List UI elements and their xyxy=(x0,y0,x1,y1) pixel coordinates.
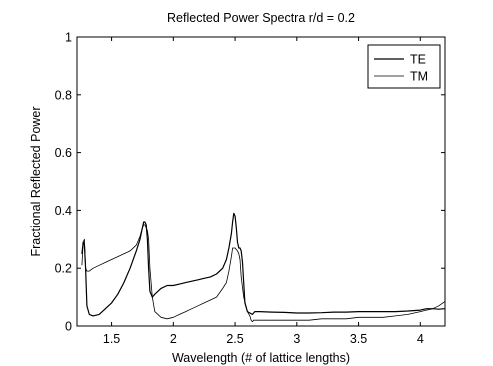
y-tick-label: 0.2 xyxy=(55,262,72,276)
legend-label-te: TE xyxy=(410,53,426,67)
series-line-te xyxy=(81,212,446,317)
legend-label-tm: TM xyxy=(410,70,428,84)
x-axis-label: Wavelength (# of lattice lengths) xyxy=(172,351,350,365)
legend-box xyxy=(367,44,441,89)
x-axis-ticks: 1.5 2 2.5 3 3.5 4 xyxy=(103,37,424,346)
y-tick-label: 0.4 xyxy=(55,204,72,218)
legend-entries: TE TM xyxy=(374,53,428,84)
y-axis-ticks: 0 0.2 0.4 0.6 0.8 1 xyxy=(55,31,445,334)
series-line-tm xyxy=(81,224,446,323)
legend: TE TM xyxy=(367,44,441,89)
data-series xyxy=(81,212,446,323)
y-tick-label: 0.8 xyxy=(55,88,72,102)
y-tick-label: 0.6 xyxy=(55,146,72,160)
y-tick-label: 1 xyxy=(65,31,72,45)
x-tick-label: 4 xyxy=(417,332,424,346)
y-tick-label: 0 xyxy=(65,320,72,334)
y-axis-label: Fractional Reflected Power xyxy=(29,106,43,256)
x-tick-label: 3.5 xyxy=(350,332,367,346)
x-tick-label: 1.5 xyxy=(103,332,120,346)
chart-title: Reflected Power Spectra r/d = 0.2 xyxy=(167,11,355,25)
x-tick-label: 2 xyxy=(170,332,177,346)
x-tick-label: 3 xyxy=(293,332,300,346)
x-tick-label: 2.5 xyxy=(226,332,243,346)
